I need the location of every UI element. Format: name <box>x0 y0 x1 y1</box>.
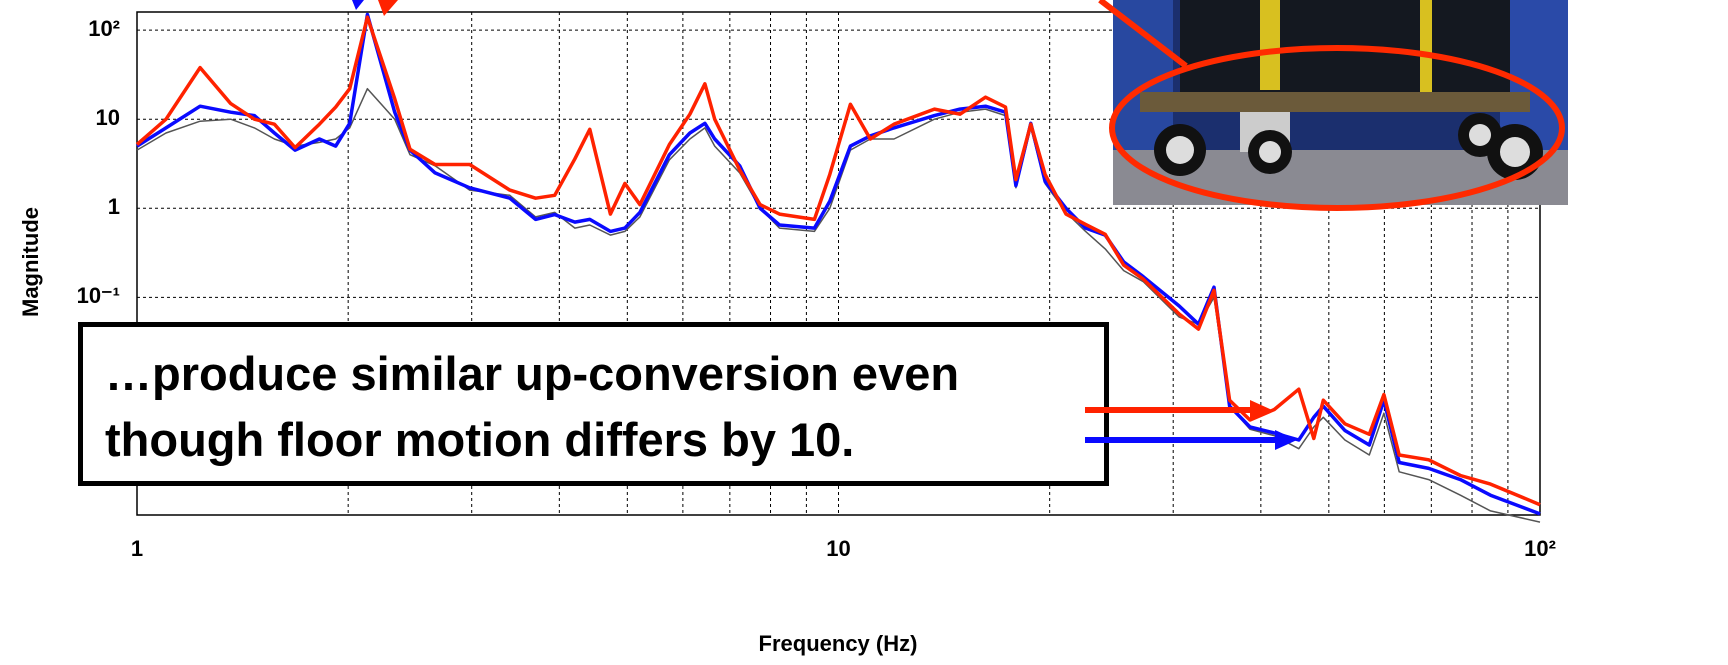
photo-inset <box>1109 0 1568 211</box>
arrow-head <box>378 0 398 16</box>
x-tick-label: 10² <box>1524 536 1556 561</box>
y-tick-label: 10 <box>96 105 120 130</box>
y-axis-label: Magnitude <box>18 207 43 317</box>
arrow-head <box>352 0 364 10</box>
annotation-box: …produce similar up-conversion even thou… <box>78 322 1109 486</box>
pointer-line <box>1098 0 1188 69</box>
series-line <box>135 15 1541 507</box>
y-tick-label: 10⁻¹ <box>77 283 120 308</box>
y-tick-label: 10² <box>88 16 120 41</box>
y-tick-label: 1 <box>108 194 120 219</box>
x-tick-label: 1 <box>131 536 143 561</box>
x-axis-label: Frequency (Hz) <box>759 631 918 656</box>
x-tick-label: 10 <box>826 536 850 561</box>
